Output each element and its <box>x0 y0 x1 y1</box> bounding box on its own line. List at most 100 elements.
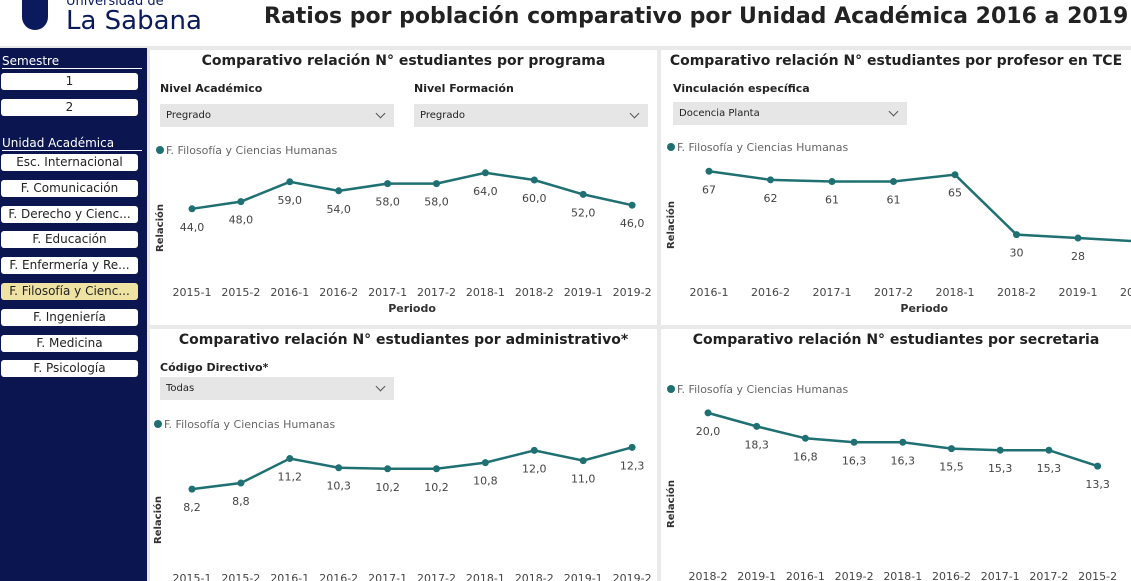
x-tick-label: 2017-1 <box>368 572 407 581</box>
series-line <box>708 170 1131 243</box>
chart-panel: Relación 2018-2 2019-1 2016-1 2019-2 2018-1 20… <box>661 329 1131 581</box>
chart-panel: Relación 2015-1 2015-2 2016-1 2016-2 2017-1 20… <box>150 329 657 581</box>
data-point <box>384 180 392 188</box>
filter-dropdown[interactable]: Pregrado <box>414 104 648 127</box>
data-label: 67 <box>702 183 716 196</box>
chart: Relación 2015-1 2015-2 2016-1 2016-2 2017-1 20… <box>152 418 652 581</box>
data-point <box>1013 231 1020 239</box>
data-point <box>628 443 636 451</box>
slicer-item[interactable]: Esc. Internacional <box>1 154 138 171</box>
x-tick-label: 2019-2 <box>613 286 652 299</box>
slicer-item[interactable]: F. Ingeniería <box>1 308 138 326</box>
data-label: 11,2 <box>278 471 303 484</box>
legend-marker <box>154 420 162 428</box>
slicer-item[interactable]: F. Educación <box>1 231 138 249</box>
x-tick-label: 2017-2 <box>874 286 913 299</box>
slicer-item[interactable]: F. Filosofía y Cienc... <box>1 283 138 300</box>
filter-dropdown[interactable]: Todas <box>160 377 394 400</box>
data-label: 62 <box>764 192 778 205</box>
filter-dropdown[interactable]: Docencia Planta <box>673 102 907 125</box>
data-point <box>951 171 959 179</box>
data-label: 64,0 <box>473 185 498 198</box>
data-label: 59,0 <box>278 194 303 207</box>
data-point <box>481 169 489 177</box>
x-tick-label: 2015-2 <box>221 286 260 299</box>
legend-label: F. Filosofía y Ciencias Humanas <box>677 141 849 154</box>
x-tick-label: 2016-1 <box>786 570 825 581</box>
data-point <box>767 176 774 184</box>
chart: Relación Periodo 2016-1 2016-2 2017-1 2017-2 2… <box>665 141 1131 315</box>
data-label: 16,8 <box>793 450 818 463</box>
data-label: 8,8 <box>232 495 250 508</box>
x-tick-label: 2017-2 <box>1029 570 1068 581</box>
series-line <box>191 171 633 211</box>
x-tick-label: 2019-1 <box>1059 286 1098 299</box>
data-point <box>286 178 294 186</box>
data-point <box>1045 446 1053 454</box>
slicer-item[interactable]: 2 <box>1 98 138 116</box>
slicer-item[interactable]: F. Enfermería y Re... <box>1 257 138 275</box>
data-point <box>628 201 636 209</box>
x-tick-label: 2016-1 <box>270 572 309 581</box>
x-tick-label: 2017-1 <box>368 286 407 299</box>
data-point <box>705 167 713 175</box>
slicer-item[interactable]: F. Derecho y Cienc... <box>1 205 138 223</box>
y-axis-title: Relación <box>665 201 677 249</box>
chart: Relación 2018-2 2019-1 2016-1 2019-2 2018-1 20… <box>665 383 1117 581</box>
x-tick-label: 2018-2 <box>689 570 728 581</box>
data-point <box>286 455 294 463</box>
data-label: 15,3 <box>1037 462 1062 475</box>
data-point <box>828 178 836 186</box>
data-point <box>1074 234 1082 242</box>
x-axis-title: Periodo <box>900 302 948 315</box>
data-point <box>948 445 955 453</box>
x-tick-label: 2015-1 <box>173 572 212 581</box>
x-tick-label: 2019-2 <box>613 572 652 581</box>
x-tick-label: 2019-2 <box>1120 286 1131 299</box>
data-label: 58,0 <box>375 196 400 209</box>
x-tick-label: 2017-2 <box>417 286 456 299</box>
data-point <box>433 465 440 473</box>
x-tick-label: 2017-1 <box>981 570 1020 581</box>
chart-title: Comparativo relación N° estudiantes por … <box>178 332 629 348</box>
data-point <box>1094 462 1102 470</box>
x-tick-label: 2018-2 <box>997 286 1036 299</box>
filter-dropdown[interactable]: Pregrado <box>160 104 394 127</box>
x-axis-title: Periodo <box>388 302 436 315</box>
slicer-item[interactable]: 1 <box>1 73 138 90</box>
data-label: 46,0 <box>620 217 645 230</box>
slicer-item[interactable]: F. Psicología <box>1 360 138 378</box>
data-label: 48,0 <box>229 214 254 227</box>
x-tick-label: 2019-2 <box>835 570 874 581</box>
data-point <box>237 479 245 487</box>
page-title: Ratios por población comparativo por Uni… <box>264 4 1129 29</box>
data-point <box>335 464 343 472</box>
data-point <box>996 446 1004 454</box>
filter-label: Nivel Formación <box>414 82 514 95</box>
data-point <box>530 446 538 454</box>
chart: Relación Periodo 2015-1 2015-2 2016-1 2016-2 2… <box>154 144 652 315</box>
data-point <box>237 198 245 206</box>
data-label: 10,3 <box>326 480 351 493</box>
data-label: 15,5 <box>939 461 964 474</box>
slicer-label: Unidad Académica <box>2 136 142 151</box>
slicer-item[interactable]: F. Medicina <box>1 334 138 352</box>
data-label: 18,3 <box>744 438 769 451</box>
chart-panel: Relación Periodo 2015-1 2015-2 2016-1 2016-2 2… <box>150 50 657 325</box>
data-label: 15,3 <box>988 462 1013 475</box>
data-point <box>579 190 587 198</box>
data-label: 52,0 <box>571 206 596 219</box>
data-label: 28 <box>1071 250 1085 263</box>
data-point <box>890 178 897 186</box>
x-tick-label: 2015-2 <box>1078 570 1117 581</box>
chart-title: Comparativo relación N° estudiantes por … <box>201 53 606 69</box>
data-label: 20,0 <box>696 425 721 438</box>
x-tick-label: 2018-1 <box>883 570 922 581</box>
legend-label: F. Filosofía y Ciencias Humanas <box>164 418 336 431</box>
data-point <box>753 422 761 430</box>
chart-title: Comparativo relación N° estudiantes por … <box>692 332 1100 348</box>
x-tick-label: 2019-1 <box>564 572 603 581</box>
slicer-item[interactable]: F. Comunicación <box>1 179 138 197</box>
data-point <box>704 409 712 417</box>
data-label: 11,0 <box>571 473 596 486</box>
